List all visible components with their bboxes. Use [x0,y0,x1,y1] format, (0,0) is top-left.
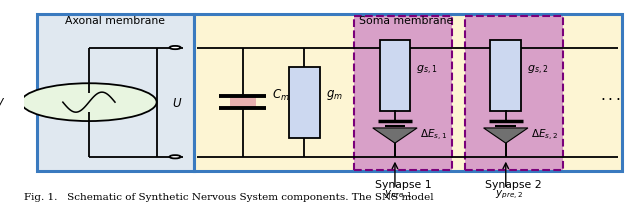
Polygon shape [372,128,417,143]
FancyBboxPatch shape [289,67,320,138]
Text: Soma membrane: Soma membrane [359,16,453,26]
Text: $y_{pre,2}$: $y_{pre,2}$ [495,188,523,200]
FancyBboxPatch shape [380,41,410,112]
FancyBboxPatch shape [490,41,521,112]
Text: $C_m$: $C_m$ [273,87,290,102]
Text: Axonal membrane: Axonal membrane [65,16,165,26]
Text: $g_{s,1}$: $g_{s,1}$ [417,64,438,77]
Text: Synapse 2: Synapse 2 [486,179,542,189]
FancyBboxPatch shape [193,15,621,171]
Polygon shape [484,128,528,143]
Text: Synapse 1: Synapse 1 [374,179,431,189]
Text: $g_m$: $g_m$ [326,88,343,102]
FancyBboxPatch shape [36,15,193,171]
Text: $y$: $y$ [0,96,6,110]
Text: $...$: $...$ [600,87,621,102]
Text: $\Delta E_{s,2}$: $\Delta E_{s,2}$ [531,127,558,142]
Ellipse shape [170,47,180,50]
Ellipse shape [170,155,180,159]
Text: $U$: $U$ [172,96,182,109]
FancyBboxPatch shape [465,17,563,170]
Text: Fig. 1.   Schematic of Synthetic Nervous System components. The SNS model: Fig. 1. Schematic of Synthetic Nervous S… [24,192,434,201]
Ellipse shape [21,84,157,121]
Text: $\Delta E_{s,1}$: $\Delta E_{s,1}$ [420,127,447,142]
Text: $y_{pre,1}$: $y_{pre,1}$ [384,188,412,200]
Text: $g_{s,2}$: $g_{s,2}$ [527,64,548,77]
FancyBboxPatch shape [354,17,452,170]
Bar [230,97,256,109]
